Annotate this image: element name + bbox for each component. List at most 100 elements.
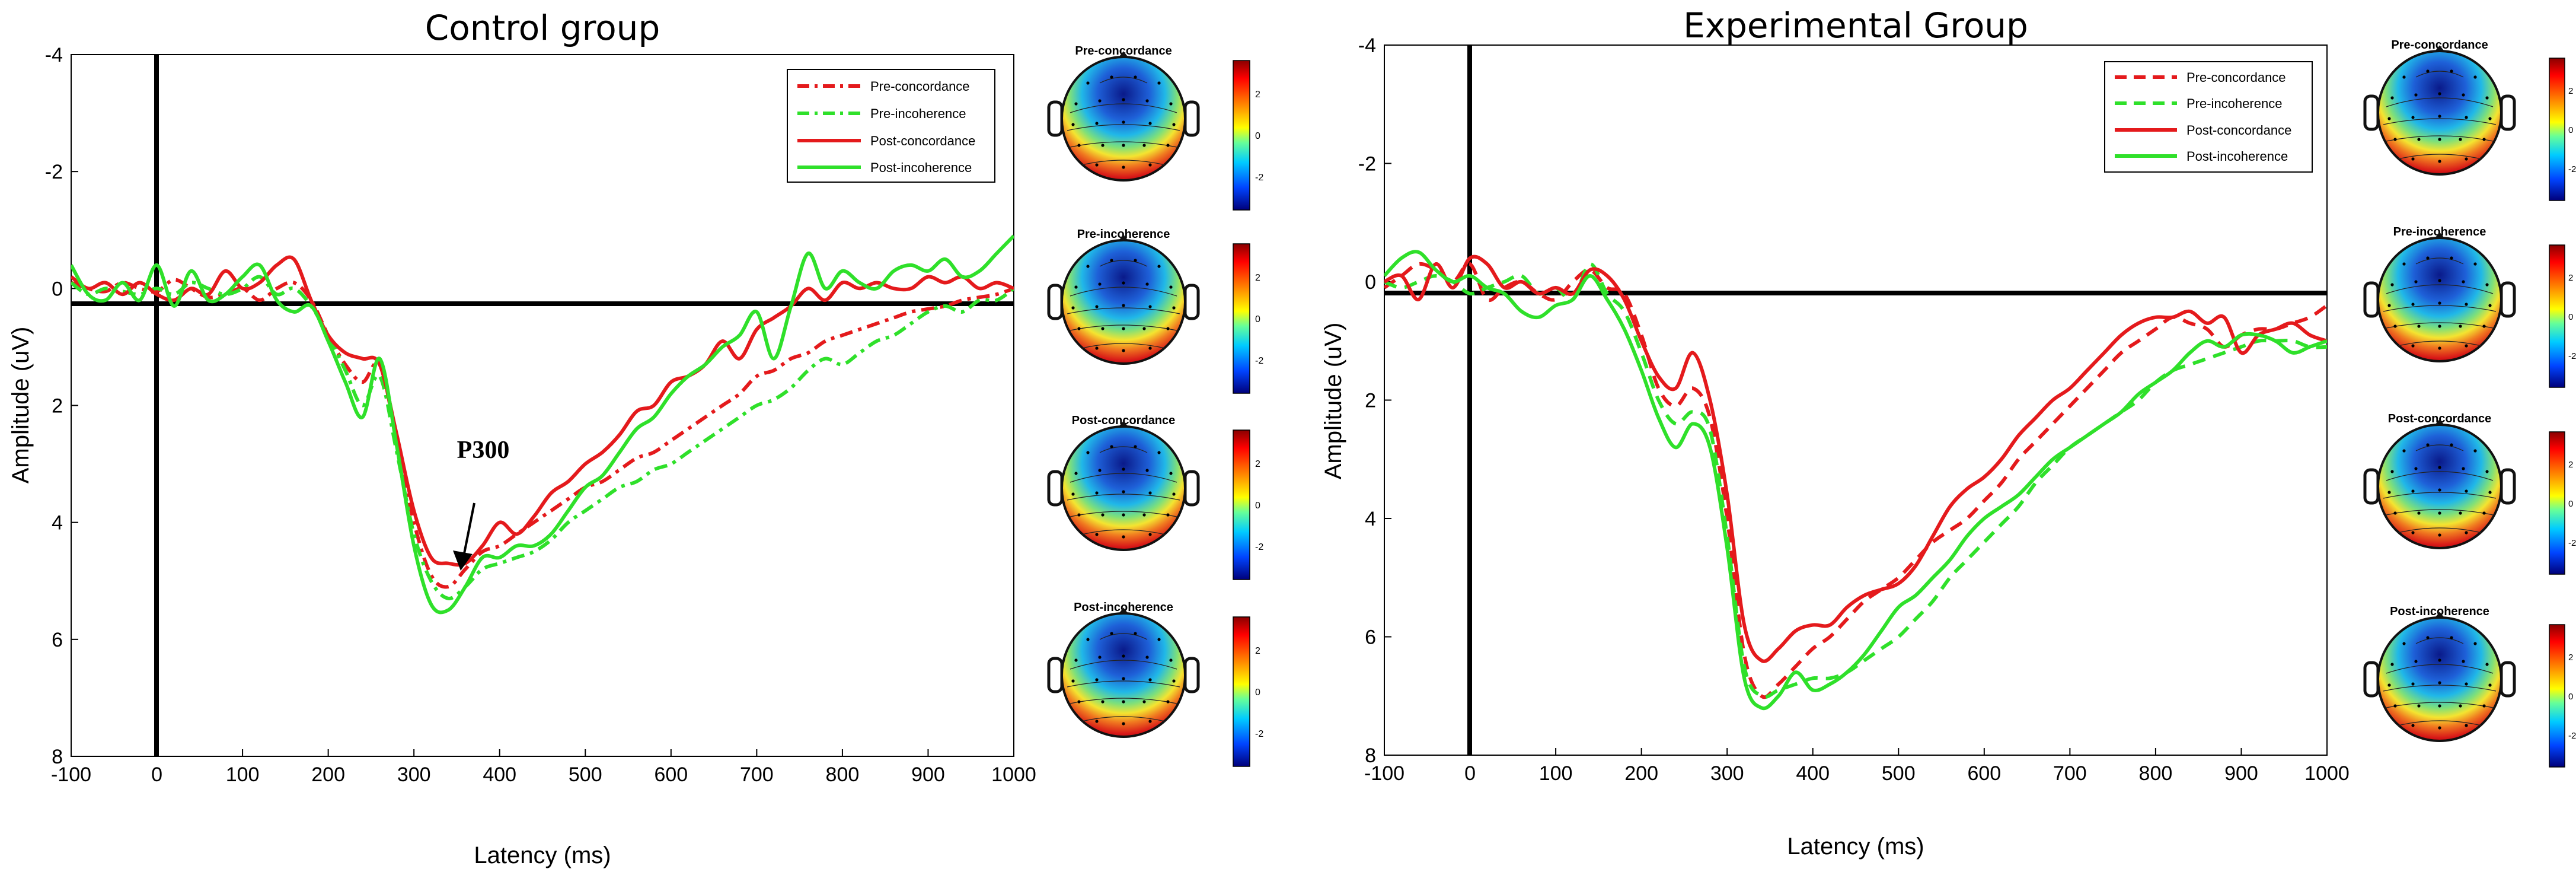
colorbar-tick-label: 2	[2568, 653, 2573, 663]
colorbar-tick-label: -2	[1255, 729, 1263, 739]
right-ear-icon	[1183, 470, 1200, 507]
x-tick-label: 200	[311, 763, 345, 786]
series-line-post-concordance	[1384, 254, 2327, 663]
colorbar: 2 0 -2	[1233, 429, 1263, 580]
topomap-label: Post-concordance	[1072, 414, 1175, 427]
p300-label: P300	[457, 437, 510, 464]
colorbar: 2 0 -2	[2549, 431, 2576, 575]
legend-label-post-concordance: Post-concordance	[870, 133, 975, 148]
series-line-pre-incoherence	[71, 275, 1014, 600]
y-tick-label: 2	[52, 395, 63, 418]
colorbar-tick-label: -2	[2568, 731, 2576, 741]
x-tick-label: 0	[151, 763, 162, 786]
left-ear-icon	[2363, 281, 2380, 318]
topomap-label: Post-incoherence	[2390, 605, 2489, 618]
scalp-map	[2377, 424, 2502, 549]
series-group	[1384, 250, 2327, 711]
y-tick-label: -2	[45, 161, 63, 183]
colorbar-tick-label: 2	[2568, 86, 2573, 96]
y-tick-label: 0	[52, 278, 63, 300]
colorbar-tick-label: -2	[2568, 164, 2576, 174]
p300-arrow-head	[453, 550, 473, 571]
legend-label-pre-concordance: Pre-concordance	[2186, 70, 2286, 85]
colorbar: 2 0 -2	[1233, 243, 1263, 394]
series-group	[71, 234, 1014, 615]
legend-box	[787, 69, 995, 183]
colorbar-tick-label: 2	[1255, 646, 1260, 656]
topomap-label: Pre-incoherence	[1077, 228, 1170, 241]
right-ear-icon	[1183, 657, 1200, 693]
topomap: Post-incoherence 2 0 -2	[1047, 601, 1263, 767]
topomap: Post-concordance 2 0 -2	[1047, 414, 1263, 580]
scalp-map	[1061, 239, 1186, 365]
x-axis-label: Latency (ms)	[1787, 833, 1924, 860]
y-tick-label: 0	[1365, 271, 1376, 294]
left-ear-icon	[2363, 94, 2380, 131]
topomap: Pre-concordance 2 0 -2	[1047, 44, 1263, 211]
colorbar-tick-label: -2	[1255, 542, 1263, 552]
colorbar-tick-label: 0	[2568, 499, 2573, 509]
right-ear-icon	[2500, 94, 2516, 131]
colorbar-gradient	[2549, 624, 2565, 768]
colorbar-tick-label: 0	[1255, 501, 1260, 511]
topomap: Post-concordance 2 0 -2	[2363, 412, 2576, 575]
control-panel: Control group -100 0 100 200 300 400 500 600 700…	[8, 8, 1036, 868]
legend-label-post-incoherence: Post-incoherence	[870, 160, 972, 175]
colorbar: 2 0 -2	[2549, 624, 2576, 768]
left-ear-icon	[1047, 100, 1064, 137]
left-ear-icon	[1047, 470, 1064, 507]
colorbar-tick-label: -2	[1255, 173, 1263, 183]
left-ear-icon	[1047, 284, 1064, 320]
topomap: Pre-incoherence 2 0 -2	[2363, 225, 2576, 388]
y-tick-label: -4	[45, 44, 63, 66]
electrode-dots	[1071, 75, 1176, 169]
x-tick-label: 500	[1882, 762, 1916, 785]
experimental-panel: Experimental Group -100 0 100 200 300 400 500 6…	[1320, 5, 2350, 860]
x-tick-label: 500	[569, 763, 602, 786]
x-tick-label: -100	[1364, 762, 1404, 785]
legend: Pre-concordance Pre-incoherence Post-con…	[787, 69, 995, 183]
topomap-label: Post-concordance	[2388, 412, 2491, 425]
colorbar-tick-label: 2	[1255, 273, 1260, 283]
colorbar-tick-label: 0	[1255, 688, 1260, 698]
control-topomaps: Pre-concordance 2 0 -2 Pre-incoherence	[1047, 44, 1263, 767]
scalp-map	[2377, 50, 2502, 176]
x-tick-label: 400	[1796, 762, 1830, 785]
right-ear-icon	[2500, 468, 2516, 505]
x-tick-label: 600	[654, 763, 688, 786]
series-line-post-incoherence	[1384, 250, 2327, 711]
colorbar-tick-label: 2	[1255, 459, 1260, 469]
chart-title: Experimental Group	[1683, 5, 2028, 46]
y-tick-label: 4	[52, 512, 63, 534]
colorbar-gradient	[1233, 243, 1250, 394]
x-tick-label: 1000	[991, 763, 1036, 786]
p300-arrow-shaft	[461, 502, 475, 563]
x-tick-label: 1000	[2304, 762, 2350, 785]
x-axis-label: Latency (ms)	[474, 842, 611, 868]
x-tick-label: -100	[51, 763, 91, 786]
colorbar-tick-label: 0	[1255, 131, 1260, 141]
y-tick-label: 8	[52, 746, 63, 768]
left-ear-icon	[1047, 657, 1064, 693]
electrode-dots	[2387, 636, 2492, 730]
right-ear-icon	[2500, 281, 2516, 318]
topomap: Pre-incoherence 2 0 -2	[1047, 228, 1263, 394]
series-line-pre-concordance	[1384, 262, 2327, 699]
colorbar-tick-label: 0	[2568, 312, 2573, 322]
electrode-dots	[1071, 445, 1176, 539]
colorbar-gradient	[1233, 429, 1250, 580]
right-ear-icon	[2500, 661, 2516, 698]
contour-lines	[2383, 637, 2497, 726]
x-tick-label: 900	[2224, 762, 2258, 785]
colorbar-gradient	[2549, 431, 2565, 575]
legend-label-pre-concordance: Pre-concordance	[870, 79, 970, 94]
y-tick-label: -2	[1358, 153, 1376, 176]
legend: Pre-concordance Pre-incoherence Post-con…	[2104, 61, 2313, 173]
colorbar-tick-label: -2	[1255, 356, 1263, 366]
left-ear-icon	[2363, 468, 2380, 505]
legend-label-pre-incoherence: Pre-incoherence	[870, 106, 966, 121]
electrode-dots	[2387, 443, 2492, 537]
axis-ticks: -100 0 100 200 300 400 500 600 700 800 900 1000 -4 -2…	[45, 44, 1036, 786]
x-tick-label: 900	[911, 763, 945, 786]
topomap-label: Pre-concordance	[1075, 44, 1172, 58]
